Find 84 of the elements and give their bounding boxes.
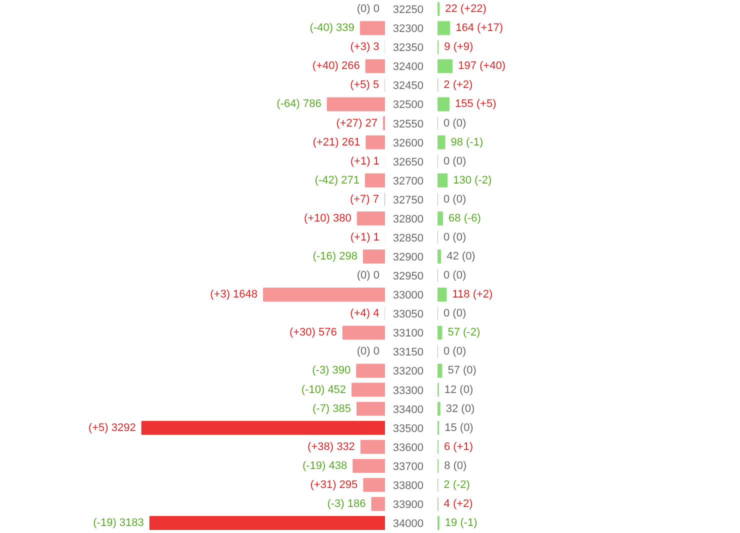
data-label: 2 (+2) bbox=[444, 79, 473, 92]
y-tick-label: 33700 bbox=[392, 460, 424, 473]
data-label: (+10) 380 bbox=[304, 212, 352, 224]
y-tick-label: 34000 bbox=[392, 518, 424, 530]
data-label: (+3) 3 bbox=[350, 41, 380, 54]
data-label: (+7) 7 bbox=[350, 193, 379, 206]
data-label: (-7) 385 bbox=[312, 402, 352, 415]
data-label: (-3) 186 bbox=[327, 498, 366, 510]
y-tick-label: 32750 bbox=[392, 194, 424, 206]
y-tick-label: 33400 bbox=[392, 404, 424, 416]
data-label: (+4) 4 bbox=[350, 308, 380, 320]
y-tick-label: 32850 bbox=[392, 232, 424, 244]
data-label: (-40) 339 bbox=[310, 22, 354, 34]
y-tick-label: 33200 bbox=[392, 366, 424, 378]
y-tick-label: 32250 bbox=[392, 4, 424, 16]
y-tick-label: 32300 bbox=[392, 23, 424, 36]
y-tick-label: 32700 bbox=[392, 175, 424, 188]
data-label: (+31) 295 bbox=[310, 478, 358, 491]
y-tick-label: 33600 bbox=[392, 442, 424, 454]
data-label: 0 (0) bbox=[444, 193, 466, 206]
data-label: (-3) 390 bbox=[312, 364, 351, 377]
data-label: 118 (+2) bbox=[452, 288, 493, 301]
data-label: 19 (-1) bbox=[444, 517, 478, 530]
data-label: 22 (+22) bbox=[445, 3, 486, 16]
y-tick-label: 32950 bbox=[392, 270, 424, 283]
data-label: 68 (-6) bbox=[448, 212, 481, 224]
y-tick-label: 33050 bbox=[392, 308, 424, 321]
data-label: 57 (-2) bbox=[448, 326, 480, 339]
data-label: 32 (0) bbox=[446, 402, 475, 415]
y-tick-label: 33900 bbox=[392, 498, 424, 511]
data-label: (+40) 266 bbox=[312, 60, 360, 72]
y-tick-label: 32500 bbox=[392, 99, 424, 112]
data-label: (0) 0 bbox=[356, 270, 380, 282]
data-label: 98 (-1) bbox=[450, 136, 484, 148]
data-label: (+3) 1648 bbox=[210, 288, 258, 301]
data-label: 42 (0) bbox=[446, 250, 476, 263]
y-tick-label: 33100 bbox=[392, 328, 424, 340]
y-tick-label: 33800 bbox=[392, 480, 424, 492]
y-tick-label: 32650 bbox=[392, 156, 424, 168]
data-label: (-64) 786 bbox=[276, 98, 322, 110]
data-label: 6 (+1) bbox=[444, 440, 473, 453]
data-label: 8 (0) bbox=[444, 460, 467, 472]
data-label: (0) 0 bbox=[356, 346, 380, 358]
y-tick-label: 32400 bbox=[392, 61, 424, 74]
data-label: (+5) 5 bbox=[350, 79, 380, 92]
y-tick-label: 32900 bbox=[392, 252, 424, 264]
data-label: 4 (+2) bbox=[444, 498, 473, 510]
data-label: 2 (-2) bbox=[444, 478, 470, 491]
data-label: 197 (+40) bbox=[458, 60, 506, 72]
data-label: 155 (+5) bbox=[454, 98, 496, 110]
data-label: (+1) 1 bbox=[350, 231, 380, 244]
y-tick-label: 32800 bbox=[392, 213, 424, 226]
y-tick-label: 33000 bbox=[392, 290, 424, 302]
data-label: (+30) 576 bbox=[289, 326, 337, 339]
y-tick-label: 32450 bbox=[392, 80, 424, 92]
data-label: 57 (0) bbox=[448, 364, 476, 377]
y-tick-label: 33500 bbox=[392, 422, 424, 435]
data-label: 130 (-2) bbox=[453, 174, 492, 186]
data-label: 15 (0) bbox=[444, 422, 474, 434]
data-label: 0 (0) bbox=[444, 117, 466, 130]
y-tick-label: 33300 bbox=[392, 384, 424, 397]
data-label: (+38) 332 bbox=[308, 440, 355, 453]
data-label: (-42) 271 bbox=[314, 174, 360, 186]
data-label: 0 (0) bbox=[444, 308, 466, 320]
y-tick-label: 32550 bbox=[392, 118, 424, 130]
data-label: 0 (0) bbox=[444, 346, 466, 358]
data-label: (+5) 3292 bbox=[88, 422, 136, 434]
data-label: 0 (0) bbox=[444, 270, 466, 282]
y-tick-label: 33150 bbox=[392, 346, 424, 359]
data-label: (+27) 27 bbox=[336, 117, 378, 130]
data-label: (-19) 438 bbox=[302, 460, 348, 472]
y-tick-label: 32350 bbox=[392, 42, 424, 54]
data-label: 9 (+9) bbox=[444, 41, 474, 54]
data-label: (-19) 3183 bbox=[93, 517, 144, 530]
data-label: 0 (0) bbox=[444, 155, 466, 168]
data-label: (+21) 261 bbox=[312, 136, 360, 148]
data-label: 0 (0) bbox=[444, 231, 466, 244]
data-label: (+1) 1 bbox=[350, 155, 380, 168]
data-label: 12 (0) bbox=[444, 384, 474, 396]
data-label: (-16) 298 bbox=[312, 250, 358, 263]
data-label: (0) 0 bbox=[356, 3, 380, 16]
y-tick-label: 32600 bbox=[392, 137, 424, 150]
data-label: 164 (+17) bbox=[456, 22, 504, 34]
data-label: (-10) 452 bbox=[301, 384, 346, 396]
